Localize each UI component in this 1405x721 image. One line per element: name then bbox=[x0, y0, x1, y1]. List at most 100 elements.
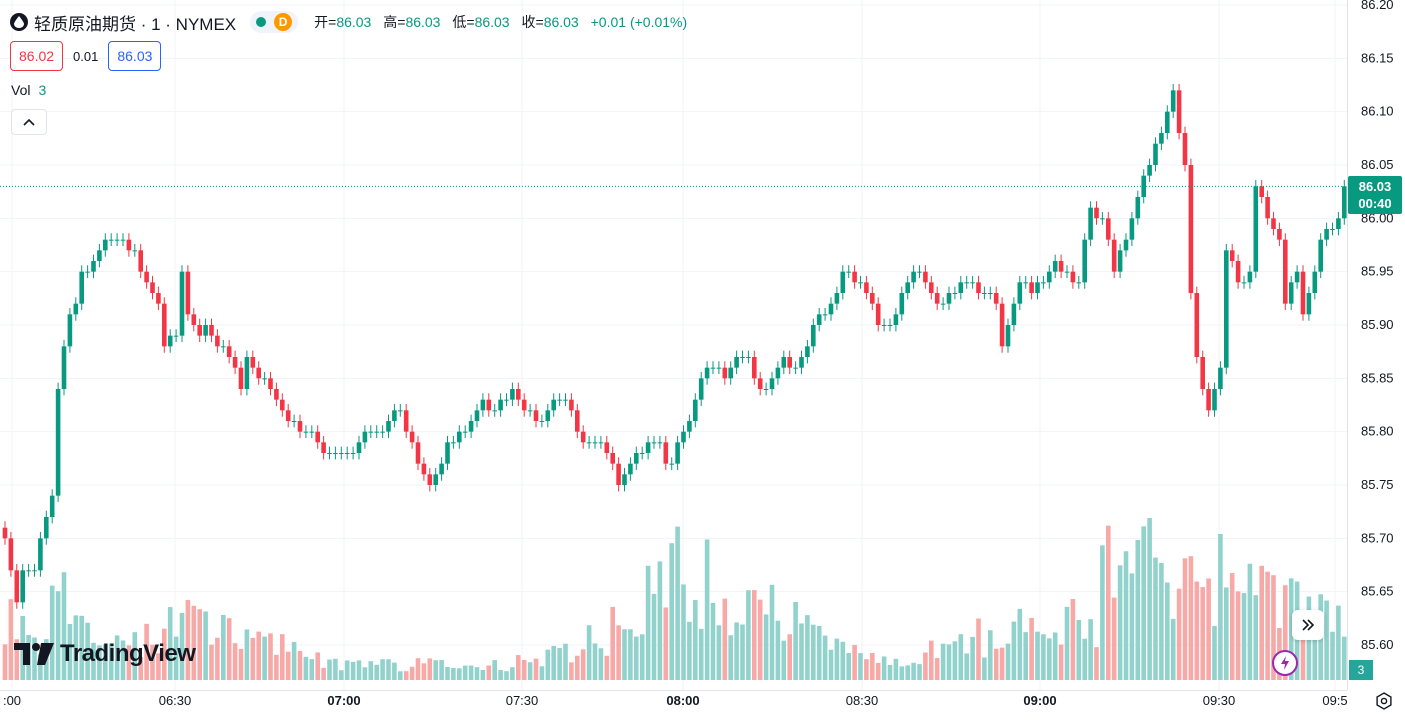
candle-body bbox=[1052, 261, 1058, 272]
candle-body bbox=[73, 303, 79, 315]
volume-bar bbox=[120, 640, 126, 680]
volume-bar bbox=[1088, 619, 1093, 680]
candle-body bbox=[1035, 282, 1040, 293]
volume-bar bbox=[958, 634, 964, 680]
candle-body bbox=[61, 346, 67, 389]
volume-bar bbox=[728, 635, 733, 680]
candle-body bbox=[468, 421, 474, 432]
volume-bar bbox=[32, 637, 37, 680]
volume-legend[interactable]: Vol 3 bbox=[11, 82, 46, 98]
candle-body bbox=[976, 282, 981, 293]
volume-bar bbox=[899, 666, 905, 680]
candle-body bbox=[1277, 229, 1282, 240]
candle-body bbox=[657, 442, 663, 444]
candle-body bbox=[350, 453, 356, 454]
bar-countdown: 00:40 bbox=[1358, 196, 1392, 211]
volume-bar bbox=[1117, 565, 1123, 680]
candle-body bbox=[120, 239, 126, 241]
candle-body bbox=[32, 570, 37, 572]
candle-body bbox=[392, 410, 397, 421]
volume-bar bbox=[156, 653, 161, 680]
volume-bar bbox=[1300, 623, 1306, 680]
volume-bar bbox=[1135, 540, 1141, 680]
candle-body bbox=[398, 410, 403, 412]
volume-bar bbox=[852, 644, 857, 680]
volume-bar bbox=[592, 643, 598, 680]
candle-body bbox=[769, 378, 775, 389]
candle-body bbox=[1135, 197, 1141, 219]
candle-body bbox=[828, 303, 834, 315]
price-axis[interactable]: 86.20 86.15 86.10 86.05 86.00 85.95 85.90 85.85… bbox=[1347, 0, 1405, 690]
candle-body bbox=[492, 410, 497, 412]
candle-body bbox=[946, 293, 952, 304]
candle-body bbox=[215, 335, 220, 347]
volume-bar bbox=[244, 629, 250, 680]
volume-bar bbox=[769, 584, 775, 680]
time-axis[interactable]: :00 06:30 07:00 07:30 08:00 08:30 09:00 09:30 09… bbox=[0, 690, 1348, 716]
volume-bar bbox=[687, 621, 692, 680]
candle-body bbox=[687, 421, 692, 432]
volume-bar bbox=[1283, 585, 1288, 680]
candle-body bbox=[675, 442, 680, 464]
candle-body bbox=[262, 378, 267, 380]
candle-body bbox=[1200, 357, 1205, 389]
volume-bar bbox=[781, 640, 787, 680]
lightning-icon bbox=[1281, 656, 1289, 670]
volume-bar bbox=[291, 641, 297, 680]
collapse-legend-button[interactable] bbox=[11, 109, 47, 135]
bid-price-button[interactable]: 86.02 bbox=[10, 41, 64, 71]
volume-bar bbox=[1312, 613, 1318, 680]
ask-price-button[interactable]: 86.03 bbox=[108, 41, 162, 71]
volume-bar bbox=[634, 636, 639, 680]
volume-bars bbox=[2, 517, 1359, 680]
volume-bar bbox=[527, 662, 533, 680]
volume-bar bbox=[934, 658, 940, 680]
candle-body bbox=[415, 442, 421, 464]
volume-bar bbox=[91, 642, 96, 680]
volume-bar bbox=[1235, 591, 1241, 680]
lightning-button[interactable] bbox=[1272, 650, 1298, 676]
candle-body bbox=[899, 293, 905, 315]
candle-body bbox=[1047, 271, 1052, 283]
volume-bar bbox=[1076, 619, 1082, 680]
candle-body bbox=[191, 314, 197, 325]
volume-bar bbox=[557, 648, 562, 680]
candle-body bbox=[250, 357, 256, 368]
tradingview-logo[interactable]: TradingView bbox=[14, 640, 196, 668]
symbol-legend[interactable]: 轻质原油期货 · 1 · NYMEX D 开=86.03 高=86.03 低=8… bbox=[10, 10, 695, 34]
volume-bar bbox=[1165, 582, 1170, 680]
scroll-to-realtime-button[interactable] bbox=[1292, 610, 1324, 640]
volume-bar bbox=[114, 635, 120, 680]
volume-bar bbox=[303, 656, 309, 680]
candle-body bbox=[232, 357, 238, 368]
candle-body bbox=[297, 421, 303, 432]
chart-settings-button[interactable] bbox=[1371, 689, 1397, 713]
candle-body bbox=[486, 399, 492, 411]
volume-bar bbox=[1253, 595, 1259, 680]
volume-bar bbox=[816, 625, 822, 680]
time-tick-label: 09:30 bbox=[1203, 693, 1236, 708]
volume-bar bbox=[457, 668, 462, 680]
market-status-badge[interactable]: D bbox=[250, 11, 299, 33]
volume-bar bbox=[173, 636, 179, 680]
candle-body bbox=[91, 261, 96, 272]
candle-body bbox=[303, 431, 309, 433]
candle-body bbox=[1029, 282, 1034, 293]
candle-body bbox=[1041, 282, 1046, 284]
volume-bar bbox=[575, 655, 580, 680]
volume-bar bbox=[1100, 545, 1105, 680]
time-tick-label: :00 bbox=[3, 693, 21, 708]
volume-bar bbox=[61, 572, 67, 680]
price-tick-label: 86.00 bbox=[1361, 210, 1394, 225]
candle-body bbox=[999, 303, 1005, 347]
volume-bar bbox=[1265, 571, 1270, 680]
volume-bar bbox=[333, 658, 338, 680]
candle-body bbox=[1188, 165, 1194, 293]
volume-bar bbox=[1147, 517, 1152, 680]
candle-body bbox=[156, 293, 161, 304]
candle-body bbox=[362, 431, 368, 443]
candle-body bbox=[1318, 239, 1323, 272]
volume-bar bbox=[545, 649, 551, 680]
candle-body bbox=[79, 271, 84, 304]
